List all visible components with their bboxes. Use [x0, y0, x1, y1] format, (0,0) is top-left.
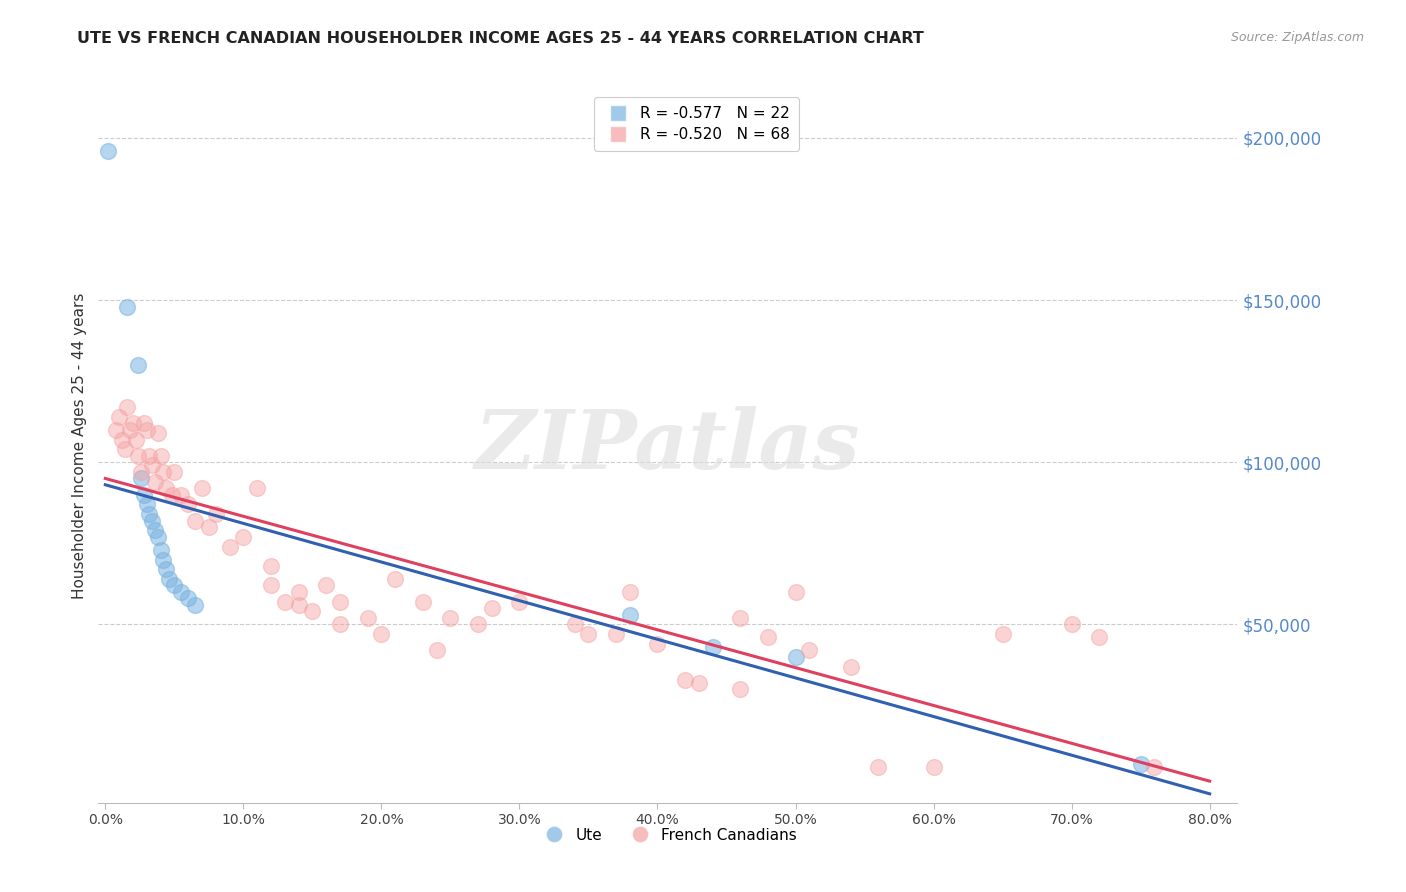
Point	[111, 433, 134, 447]
Point	[647, 637, 669, 651]
Point	[129, 465, 152, 479]
Y-axis label: Householder Income Ages 25 - 44 years: Householder Income Ages 25 - 44 years	[72, 293, 87, 599]
Point	[138, 449, 160, 463]
Point	[152, 465, 174, 479]
Point	[146, 530, 169, 544]
Point	[260, 578, 283, 592]
Point	[108, 409, 131, 424]
Point	[157, 572, 180, 586]
Point	[149, 449, 172, 463]
Legend: Ute, French Canadians: Ute, French Canadians	[533, 822, 803, 848]
Point	[619, 585, 641, 599]
Point	[97, 144, 120, 158]
Point	[1088, 631, 1111, 645]
Point	[1143, 760, 1166, 774]
Point	[922, 760, 945, 774]
Point	[991, 627, 1014, 641]
Point	[177, 497, 200, 511]
Point	[315, 578, 337, 592]
Point	[143, 475, 166, 489]
Point	[170, 488, 193, 502]
Point	[578, 627, 600, 641]
Point	[370, 627, 392, 641]
Point	[619, 607, 641, 622]
Text: Source: ZipAtlas.com: Source: ZipAtlas.com	[1230, 31, 1364, 45]
Point	[688, 675, 710, 690]
Point	[605, 627, 627, 641]
Point	[198, 520, 221, 534]
Point	[122, 417, 145, 431]
Point	[184, 598, 207, 612]
Point	[155, 481, 177, 495]
Point	[274, 595, 297, 609]
Point	[785, 649, 807, 664]
Point	[155, 562, 177, 576]
Point	[564, 617, 586, 632]
Point	[135, 423, 157, 437]
Point	[329, 617, 352, 632]
Point	[329, 595, 352, 609]
Point	[141, 458, 163, 473]
Point	[177, 591, 200, 606]
Point	[508, 595, 530, 609]
Point	[127, 358, 149, 372]
Point	[132, 417, 155, 431]
Point	[356, 611, 378, 625]
Point	[730, 682, 752, 697]
Point	[218, 540, 240, 554]
Point	[152, 552, 174, 566]
Point	[868, 760, 890, 774]
Point	[163, 465, 186, 479]
Point	[481, 601, 503, 615]
Point	[149, 542, 172, 557]
Point	[127, 449, 149, 463]
Point	[702, 640, 724, 654]
Point	[439, 611, 461, 625]
Point	[673, 673, 696, 687]
Point	[204, 507, 226, 521]
Point	[839, 659, 862, 673]
Point	[163, 578, 186, 592]
Point	[117, 300, 139, 314]
Point	[1060, 617, 1083, 632]
Point	[1129, 756, 1152, 771]
Point	[135, 497, 157, 511]
Point	[138, 507, 160, 521]
Point	[125, 433, 148, 447]
Point	[120, 423, 142, 437]
Text: ZIPatlas: ZIPatlas	[475, 406, 860, 486]
Point	[799, 643, 821, 657]
Point	[232, 530, 254, 544]
Point	[143, 524, 166, 538]
Point	[184, 514, 207, 528]
Point	[132, 488, 155, 502]
Point	[141, 514, 163, 528]
Point	[114, 442, 136, 457]
Point	[160, 488, 183, 502]
Point	[756, 631, 779, 645]
Point	[117, 400, 139, 414]
Point	[287, 585, 309, 599]
Point	[260, 559, 283, 574]
Point	[191, 481, 214, 495]
Point	[785, 585, 807, 599]
Point	[170, 585, 193, 599]
Point	[384, 572, 406, 586]
Point	[412, 595, 434, 609]
Point	[426, 643, 449, 657]
Point	[287, 598, 309, 612]
Point	[467, 617, 489, 632]
Point	[246, 481, 269, 495]
Point	[146, 425, 169, 440]
Text: UTE VS FRENCH CANADIAN HOUSEHOLDER INCOME AGES 25 - 44 YEARS CORRELATION CHART: UTE VS FRENCH CANADIAN HOUSEHOLDER INCOM…	[77, 31, 924, 46]
Point	[301, 604, 323, 618]
Point	[129, 471, 152, 485]
Point	[730, 611, 752, 625]
Point	[105, 423, 128, 437]
